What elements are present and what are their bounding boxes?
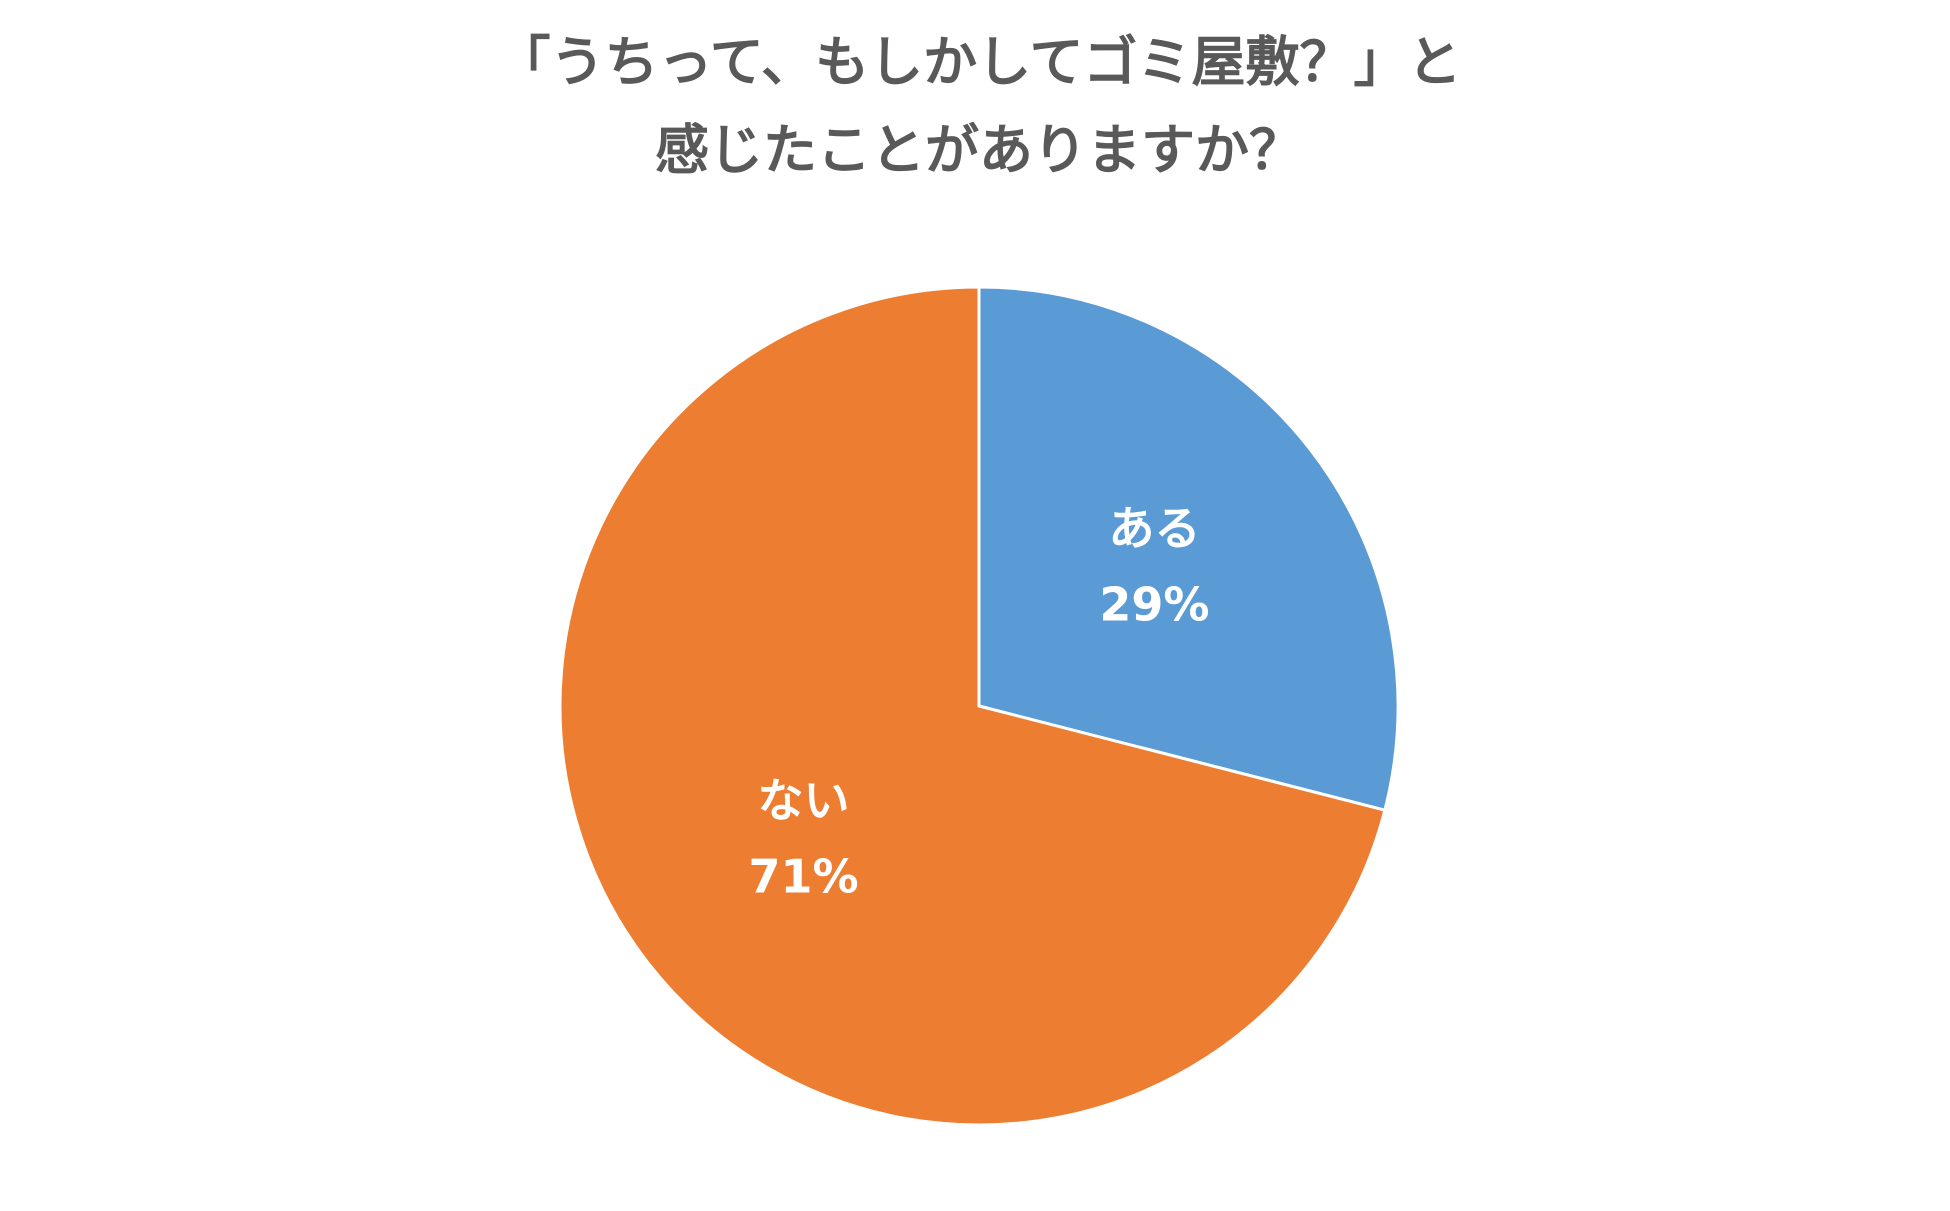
- chart-title: 感じたことがありますか？: [655, 119, 1303, 182]
- pie-slice: [558, 285, 1387, 1127]
- chart-title: 「うちって、もしかしてゴミ屋敷？」と: [497, 31, 1462, 94]
- value-label: 29%: [1099, 577, 1209, 631]
- slice-label: ない: [758, 774, 850, 828]
- value-label: 71%: [748, 850, 858, 904]
- slice-label: ある: [1108, 501, 1200, 555]
- pie-slice: [977, 285, 1400, 813]
